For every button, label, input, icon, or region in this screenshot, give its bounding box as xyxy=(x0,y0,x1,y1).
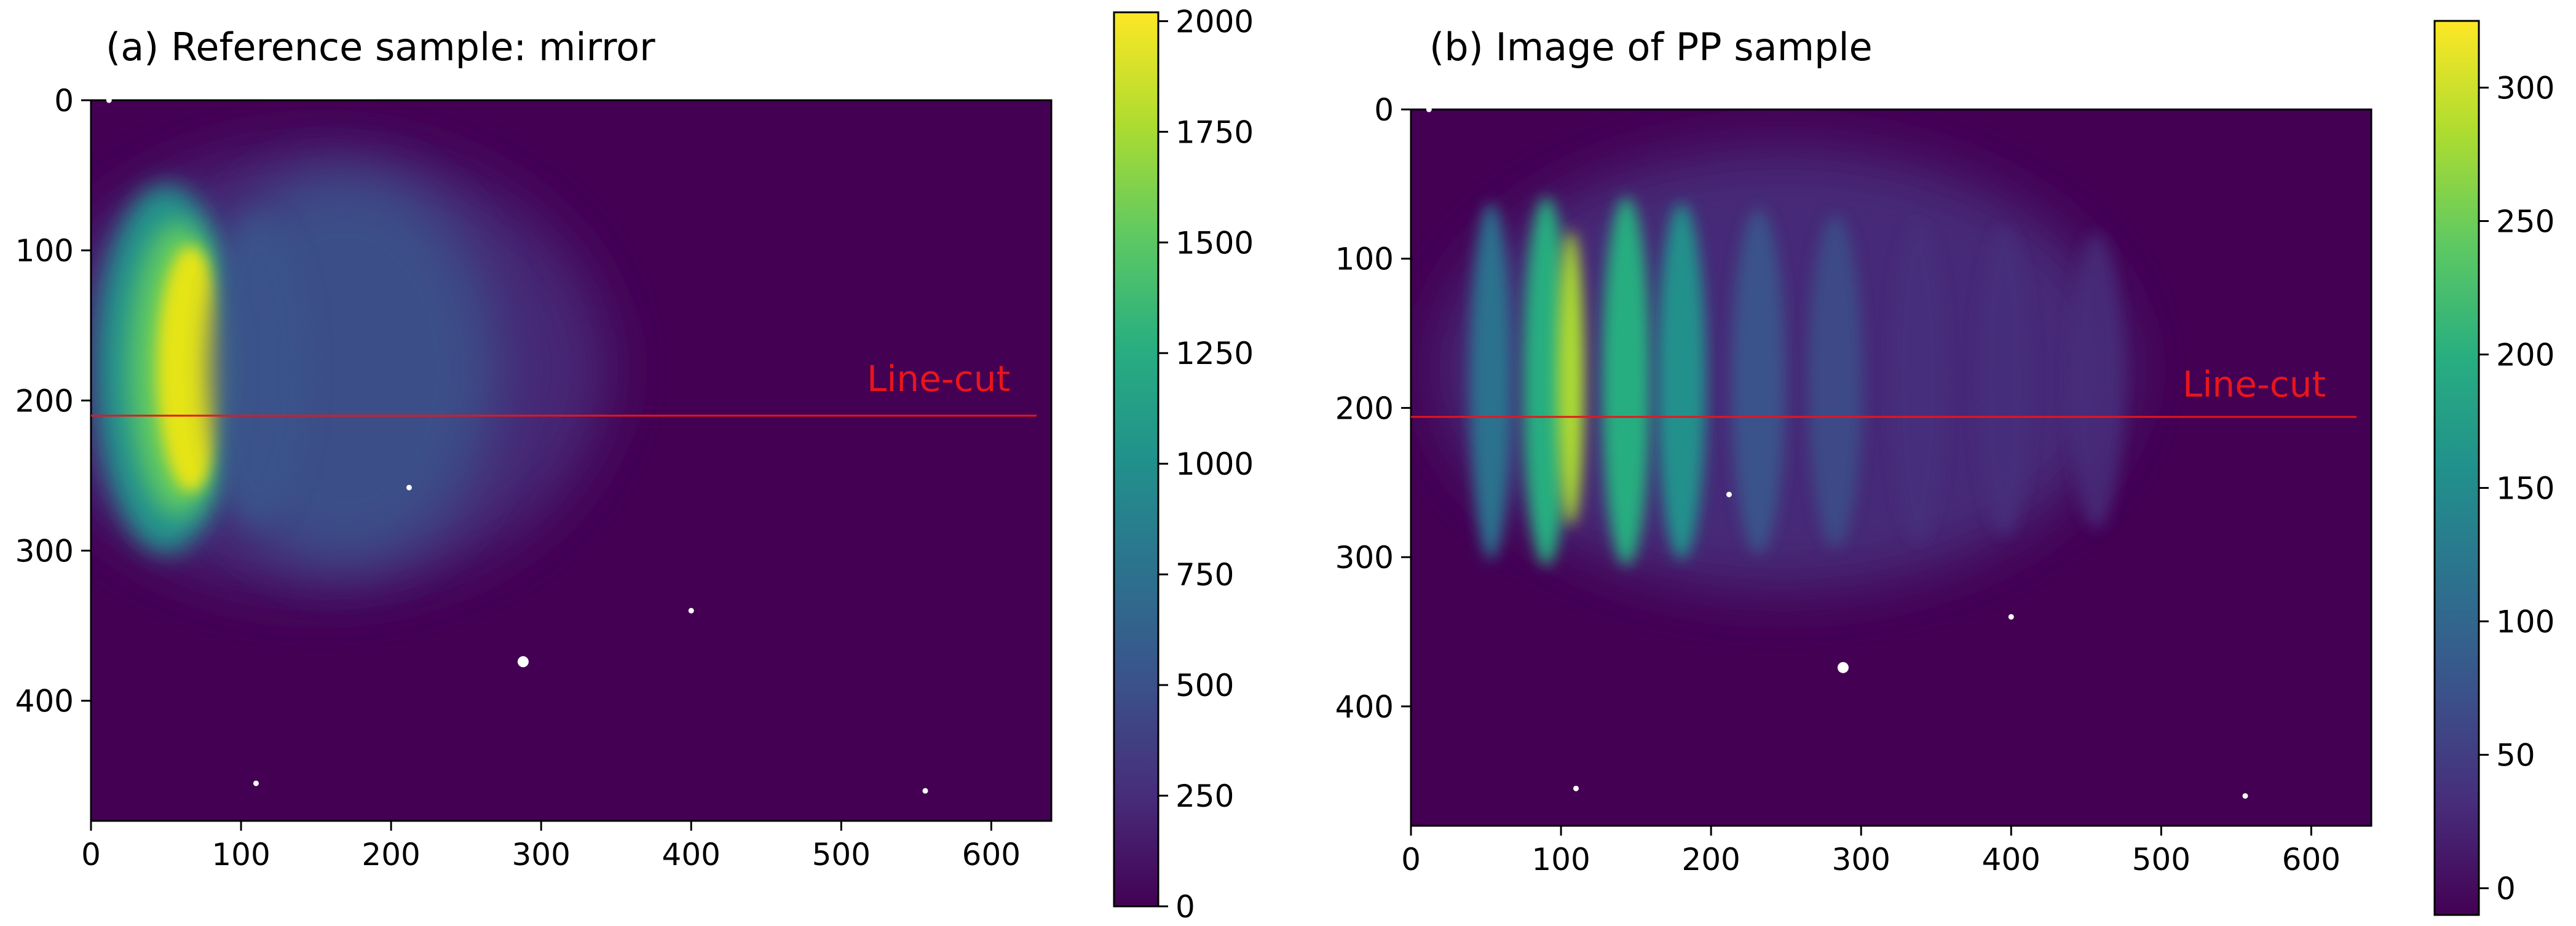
panel-a-colorbar xyxy=(1113,11,1160,908)
panel-a-x-tick-label: 400 xyxy=(662,837,721,873)
panel-b-bright-dot xyxy=(1426,106,1432,113)
panel-b-colorbar-tick-label: 200 xyxy=(2496,338,2554,373)
panel-b-fringe-7 xyxy=(1808,215,1862,547)
panel-a-x-tick-label: 200 xyxy=(362,837,420,873)
panel-b-fringe-1 xyxy=(1470,203,1512,560)
panel-b-x-tick-label: 500 xyxy=(2132,842,2191,877)
panel-b-y-axis: 0 100 200 300 400 xyxy=(1335,92,1411,725)
panel-b-colorbar-tick-label: 0 xyxy=(2496,871,2516,907)
panel-a-y-tick-label: 400 xyxy=(15,684,74,719)
panel-b-fringe-8 xyxy=(1891,221,1945,541)
panel-b-fringe-10 xyxy=(2069,234,2124,529)
panel-a-y-axis: 0 100 200 300 400 xyxy=(15,83,91,719)
panel-a-y-tick-label: 300 xyxy=(15,534,74,569)
panel-a-image xyxy=(91,148,609,590)
panel-b-bright-dot xyxy=(1726,491,1732,497)
panel-b-fringe-2 xyxy=(1523,197,1570,566)
panel-a-title: (a) Reference sample: mirror xyxy=(106,25,655,69)
panel-a-crescent-cut xyxy=(209,215,307,523)
panel-a-colorbar-ticks: 0 250 500 750 1000 1250 1500 1750 2000 xyxy=(1158,4,1254,925)
panel-a-linecut-label: Line-cut xyxy=(867,358,1010,400)
panel-b-colorbar-ticks: 0 50 100 150 200 250 300 xyxy=(2479,71,2554,907)
panel-a-y-tick-label: 0 xyxy=(54,83,74,119)
panel-a-colorbar-tick-label: 1750 xyxy=(1175,114,1254,150)
panel-b-y-tick-label: 200 xyxy=(1335,390,1394,426)
panel-b-image xyxy=(1439,148,2127,590)
panel-a-x-tick-label: 500 xyxy=(812,837,871,873)
panel-b-bright-dot xyxy=(1837,662,1849,673)
panel-a-bright-dot xyxy=(688,607,694,614)
panel-b-bright-dot xyxy=(1573,785,1579,791)
panel-a-bright-dot xyxy=(253,780,259,786)
panel-b-colorbar-tick-label: 50 xyxy=(2496,738,2535,774)
panel-a-crescent-yellow xyxy=(157,246,224,492)
panel-b-y-tick-label: 0 xyxy=(1374,92,1394,128)
panel-b-fringe-9 xyxy=(1977,228,2031,535)
panel-a: (a) Reference sample: mirror Line-cut 0 1… xyxy=(15,4,1254,925)
panel-a-frame xyxy=(90,99,1053,822)
panel-b-fringe-3 xyxy=(1557,231,1584,526)
panel-a-x-tick-label: 600 xyxy=(962,837,1021,873)
panel-b-y-tick-label: 400 xyxy=(1335,689,1394,725)
panel-a-y-tick-label: 100 xyxy=(15,233,74,269)
panel-b-y-tick-label: 100 xyxy=(1335,242,1394,277)
panel-a-bright-dot xyxy=(922,788,928,794)
panel-b-linecut-label: Line-cut xyxy=(2183,363,2326,405)
panel-b: (b) Image of PP sample Line-cut 0 100 200 3… xyxy=(1335,20,2554,916)
panel-b-x-tick-label: 0 xyxy=(1401,842,1421,877)
panel-b-colorbar-tick-label: 300 xyxy=(2496,71,2554,106)
panel-b-fringe-4 xyxy=(1602,197,1651,566)
panel-a-colorbar-tick-label: 750 xyxy=(1175,557,1234,593)
panel-a-colorbar-tick-label: 1250 xyxy=(1175,336,1254,371)
panel-a-colorbar-tick-label: 500 xyxy=(1175,668,1234,703)
panel-b-colorbar-tick-label: 250 xyxy=(2496,204,2554,240)
panel-a-x-axis: 0 100 200 300 400 500 600 xyxy=(81,821,1021,873)
panel-a-colorbar-tick-label: 2000 xyxy=(1175,4,1254,39)
panel-b-colorbar xyxy=(2433,20,2480,916)
panel-b-fringe-6 xyxy=(1731,209,1785,553)
panel-a-bright-dot xyxy=(517,656,529,668)
panel-a-x-tick-label: 0 xyxy=(81,837,101,873)
panel-a-bright-dot xyxy=(106,97,112,103)
panel-b-frame xyxy=(1410,108,2373,827)
panel-a-x-tick-label: 300 xyxy=(512,837,570,873)
panel-b-x-tick-label: 100 xyxy=(1531,842,1590,877)
panel-b-x-tick-label: 600 xyxy=(2282,842,2341,877)
panel-a-colorbar-tick-label: 250 xyxy=(1175,778,1234,814)
panel-b-fringe-5 xyxy=(1657,203,1706,560)
panel-a-y-tick-label: 200 xyxy=(15,383,74,419)
panel-b-dots xyxy=(1426,106,2248,799)
panel-b-bright-dot xyxy=(2008,614,2014,620)
panel-a-x-tick-label: 100 xyxy=(211,837,270,873)
panel-a-colorbar-tick-label: 0 xyxy=(1175,889,1195,925)
panel-b-colorbar-tick-label: 100 xyxy=(2496,604,2554,640)
panel-b-x-tick-label: 300 xyxy=(1831,842,1890,877)
panel-a-dots xyxy=(106,97,928,794)
panel-b-x-tick-label: 200 xyxy=(1681,842,1740,877)
panel-b-bright-dot xyxy=(2242,793,2248,799)
panel-a-colorbar-tick-label: 1500 xyxy=(1175,225,1254,261)
panel-b-x-tick-label: 400 xyxy=(1982,842,2041,877)
panel-b-colorbar-tick-label: 150 xyxy=(2496,471,2554,507)
panel-a-colorbar-tick-label: 1000 xyxy=(1175,446,1254,482)
panel-a-bright-dot xyxy=(406,485,412,491)
panel-b-x-axis: 0 100 200 300 400 500 600 xyxy=(1401,826,2341,877)
panel-b-title: (b) Image of PP sample xyxy=(1429,25,1873,69)
panel-b-y-tick-label: 300 xyxy=(1335,540,1394,576)
